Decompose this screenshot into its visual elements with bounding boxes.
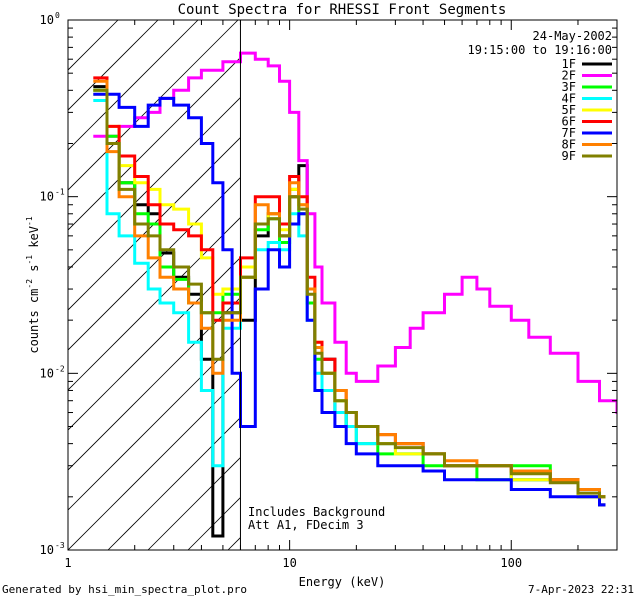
legend-label-2F: 2F xyxy=(562,69,576,83)
series-9F-line xyxy=(93,88,606,499)
legend-label-7F: 7F xyxy=(562,126,576,140)
hatch-line xyxy=(68,176,241,351)
annotation-attenuator: Att A1, FDecim 3 xyxy=(248,518,364,532)
x-tick-label: 100 xyxy=(500,556,522,570)
series-1F-line xyxy=(93,85,606,538)
y-tick-exponent: -3 xyxy=(55,541,65,550)
legend-label-3F: 3F xyxy=(562,80,576,94)
y-axis-label-part2: s xyxy=(27,265,41,279)
hatch-line xyxy=(68,20,159,111)
series-3F-line xyxy=(93,88,606,499)
date-label: 24-May-2002 xyxy=(533,29,612,43)
hatch-line xyxy=(147,456,241,550)
chart-title: Count Spectra for RHESSI Front Segments xyxy=(178,2,507,18)
series-lines xyxy=(93,51,617,538)
hatch-line xyxy=(68,376,241,550)
y-tick-exponent: -1 xyxy=(55,188,65,197)
legend-label-8F: 8F xyxy=(562,138,576,152)
y-tick-exponent: -2 xyxy=(55,364,65,373)
footer-timestamp: 7-Apr-2023 22:31 xyxy=(528,583,634,596)
y-axis-label-exp3: -1 xyxy=(25,216,34,226)
hatch-line xyxy=(68,296,241,471)
series-7F-line xyxy=(93,92,606,507)
hatch-line xyxy=(68,96,241,271)
y-axis-label-part3: keV xyxy=(27,226,41,255)
series-5F-line xyxy=(93,92,606,499)
annotation-background: Includes Background xyxy=(248,505,385,519)
series-8F-line xyxy=(93,79,606,499)
hatch-line xyxy=(68,216,241,391)
y-axis-label-exp2: -1 xyxy=(25,255,34,265)
time-range-label: 19:15:00 to 19:16:00 xyxy=(468,43,613,57)
y-axis-label-exp1: -2 xyxy=(25,279,34,289)
legend-label-1F: 1F xyxy=(562,57,576,71)
y-tick-label: 10 xyxy=(40,366,54,380)
x-tick-label: 10 xyxy=(282,556,296,570)
hatch-line xyxy=(68,56,241,231)
hatch-line xyxy=(468,20,640,550)
y-tick-exponent: 0 xyxy=(55,11,60,20)
y-tick-label: 10 xyxy=(40,13,54,27)
hatch-line xyxy=(68,336,241,511)
hatch-line xyxy=(628,20,640,550)
x-axis-label: Energy (keV) xyxy=(299,575,386,589)
y-tick-label: 10 xyxy=(40,543,54,557)
legend-label-5F: 5F xyxy=(562,103,576,117)
hatch-line xyxy=(107,416,241,550)
legend-label-6F: 6F xyxy=(562,115,576,129)
y-tick-label: 10 xyxy=(40,190,54,204)
footer-generated-by: Generated by hsi_min_spectra_plot.pro xyxy=(2,583,248,596)
legend-label-4F: 4F xyxy=(562,92,576,106)
series-4F-line xyxy=(93,99,606,499)
legend-label-9F: 9F xyxy=(562,149,576,163)
hatch-line xyxy=(68,136,241,311)
x-tick-label: 1 xyxy=(64,556,71,570)
y-axis-label: counts cm-2 s-1 keV-1 xyxy=(25,216,41,353)
series-2F-line xyxy=(93,51,617,414)
hatch-line xyxy=(68,20,199,151)
plot-frame xyxy=(67,19,618,551)
y-axis-label-base: counts cm xyxy=(27,289,41,354)
